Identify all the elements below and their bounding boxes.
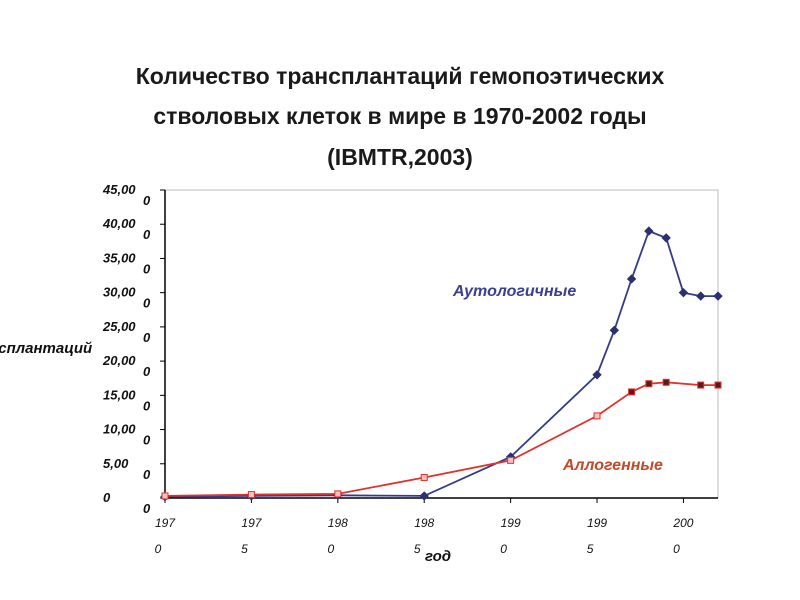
x-tick-label-wrap: 0	[155, 542, 162, 556]
x-tick-label: 197	[155, 516, 176, 530]
chart-title-line-1: Количество трансплантаций гемопоэтически…	[135, 63, 665, 89]
x-tick-label: 197	[241, 516, 262, 530]
x-tick-label-wrap: 5	[241, 542, 248, 556]
y-tick-label-wrap: 0	[143, 467, 151, 482]
data-point	[609, 325, 620, 336]
series-line	[164, 381, 718, 497]
series-label-allogeneic: Аллогенные	[562, 457, 663, 474]
data-point	[247, 491, 255, 499]
y-tick-label-wrap: 0	[143, 433, 151, 448]
series-label-autologous: Аутологичные	[452, 283, 576, 300]
y-tick-label: 15,00	[103, 387, 136, 402]
data-point	[645, 380, 653, 388]
x-tick-label: 200	[672, 516, 693, 530]
x-tick-label-wrap: 0	[500, 542, 507, 556]
chart-title-line-2: стволовых клеток в мире в 1970-2002 годы	[153, 103, 647, 129]
y-tick-label-wrap: 0	[143, 296, 151, 311]
x-tick-label: 198	[414, 516, 434, 530]
y-tick-label-wrap: 0	[143, 364, 151, 379]
data-point	[713, 291, 723, 301]
y-tick-label: 45,00	[102, 182, 136, 197]
data-point	[507, 456, 515, 464]
y-tick-label: 30,00	[103, 285, 136, 300]
y-tick-label-wrap: 0	[143, 261, 151, 276]
data-point	[628, 388, 636, 396]
series-layer	[160, 226, 723, 502]
x-tick-label-wrap: 0	[673, 542, 680, 556]
x-axis-label: год	[425, 548, 451, 565]
data-point	[696, 291, 706, 301]
data-point	[714, 381, 722, 389]
x-tick-label: 198	[328, 516, 348, 530]
data-point	[420, 473, 428, 481]
chart-title-line-3: (IBMTR,2003)	[327, 144, 473, 170]
x-tick-label-wrap: 0	[327, 542, 334, 556]
data-point	[334, 490, 342, 498]
data-point	[644, 226, 654, 236]
y-tick-label-wrap: 0	[143, 398, 151, 413]
x-tick-label-wrap: 5	[414, 542, 421, 556]
x-tick-label-wrap: 5	[587, 542, 594, 556]
y-tick-label: 10,00	[103, 422, 136, 437]
data-point	[697, 381, 705, 389]
y-tick-label: 0	[103, 490, 111, 505]
data-point	[626, 274, 637, 284]
y-tick-label: 5,00	[103, 456, 129, 471]
data-point	[678, 287, 689, 298]
y-tick-label: 35,00	[103, 250, 136, 265]
data-point	[419, 491, 429, 501]
x-axis-ticks: 197 0 197 5 198 0 198 5 199 0 199 5 200 0	[155, 498, 694, 556]
data-point	[592, 370, 602, 380]
y-tick-label: 40,00	[102, 216, 136, 231]
y-axis-label: Число трансплантаций	[0, 340, 92, 357]
plot-frame	[164, 189, 719, 499]
y-tick-label-wrap: 0	[143, 330, 151, 345]
y-tick-label-wrap: 0	[143, 501, 151, 516]
data-point	[661, 233, 671, 243]
y-tick-label-wrap: 0	[143, 227, 151, 242]
y-tick-label: 20,00	[102, 353, 136, 368]
data-point	[662, 378, 670, 386]
y-axis-ticks: 45,00 0 40,00 0 35,00 0 30,00 0 25,00 0 20,00 0 15,0…	[102, 182, 165, 516]
plot-border	[164, 189, 719, 499]
x-tick-label: 199	[587, 516, 607, 530]
y-tick-label: 25,00	[102, 319, 136, 334]
data-point	[593, 412, 601, 420]
data-point	[161, 492, 169, 500]
y-tick-label-wrap: 0	[143, 193, 151, 208]
x-tick-label: 199	[501, 516, 521, 530]
